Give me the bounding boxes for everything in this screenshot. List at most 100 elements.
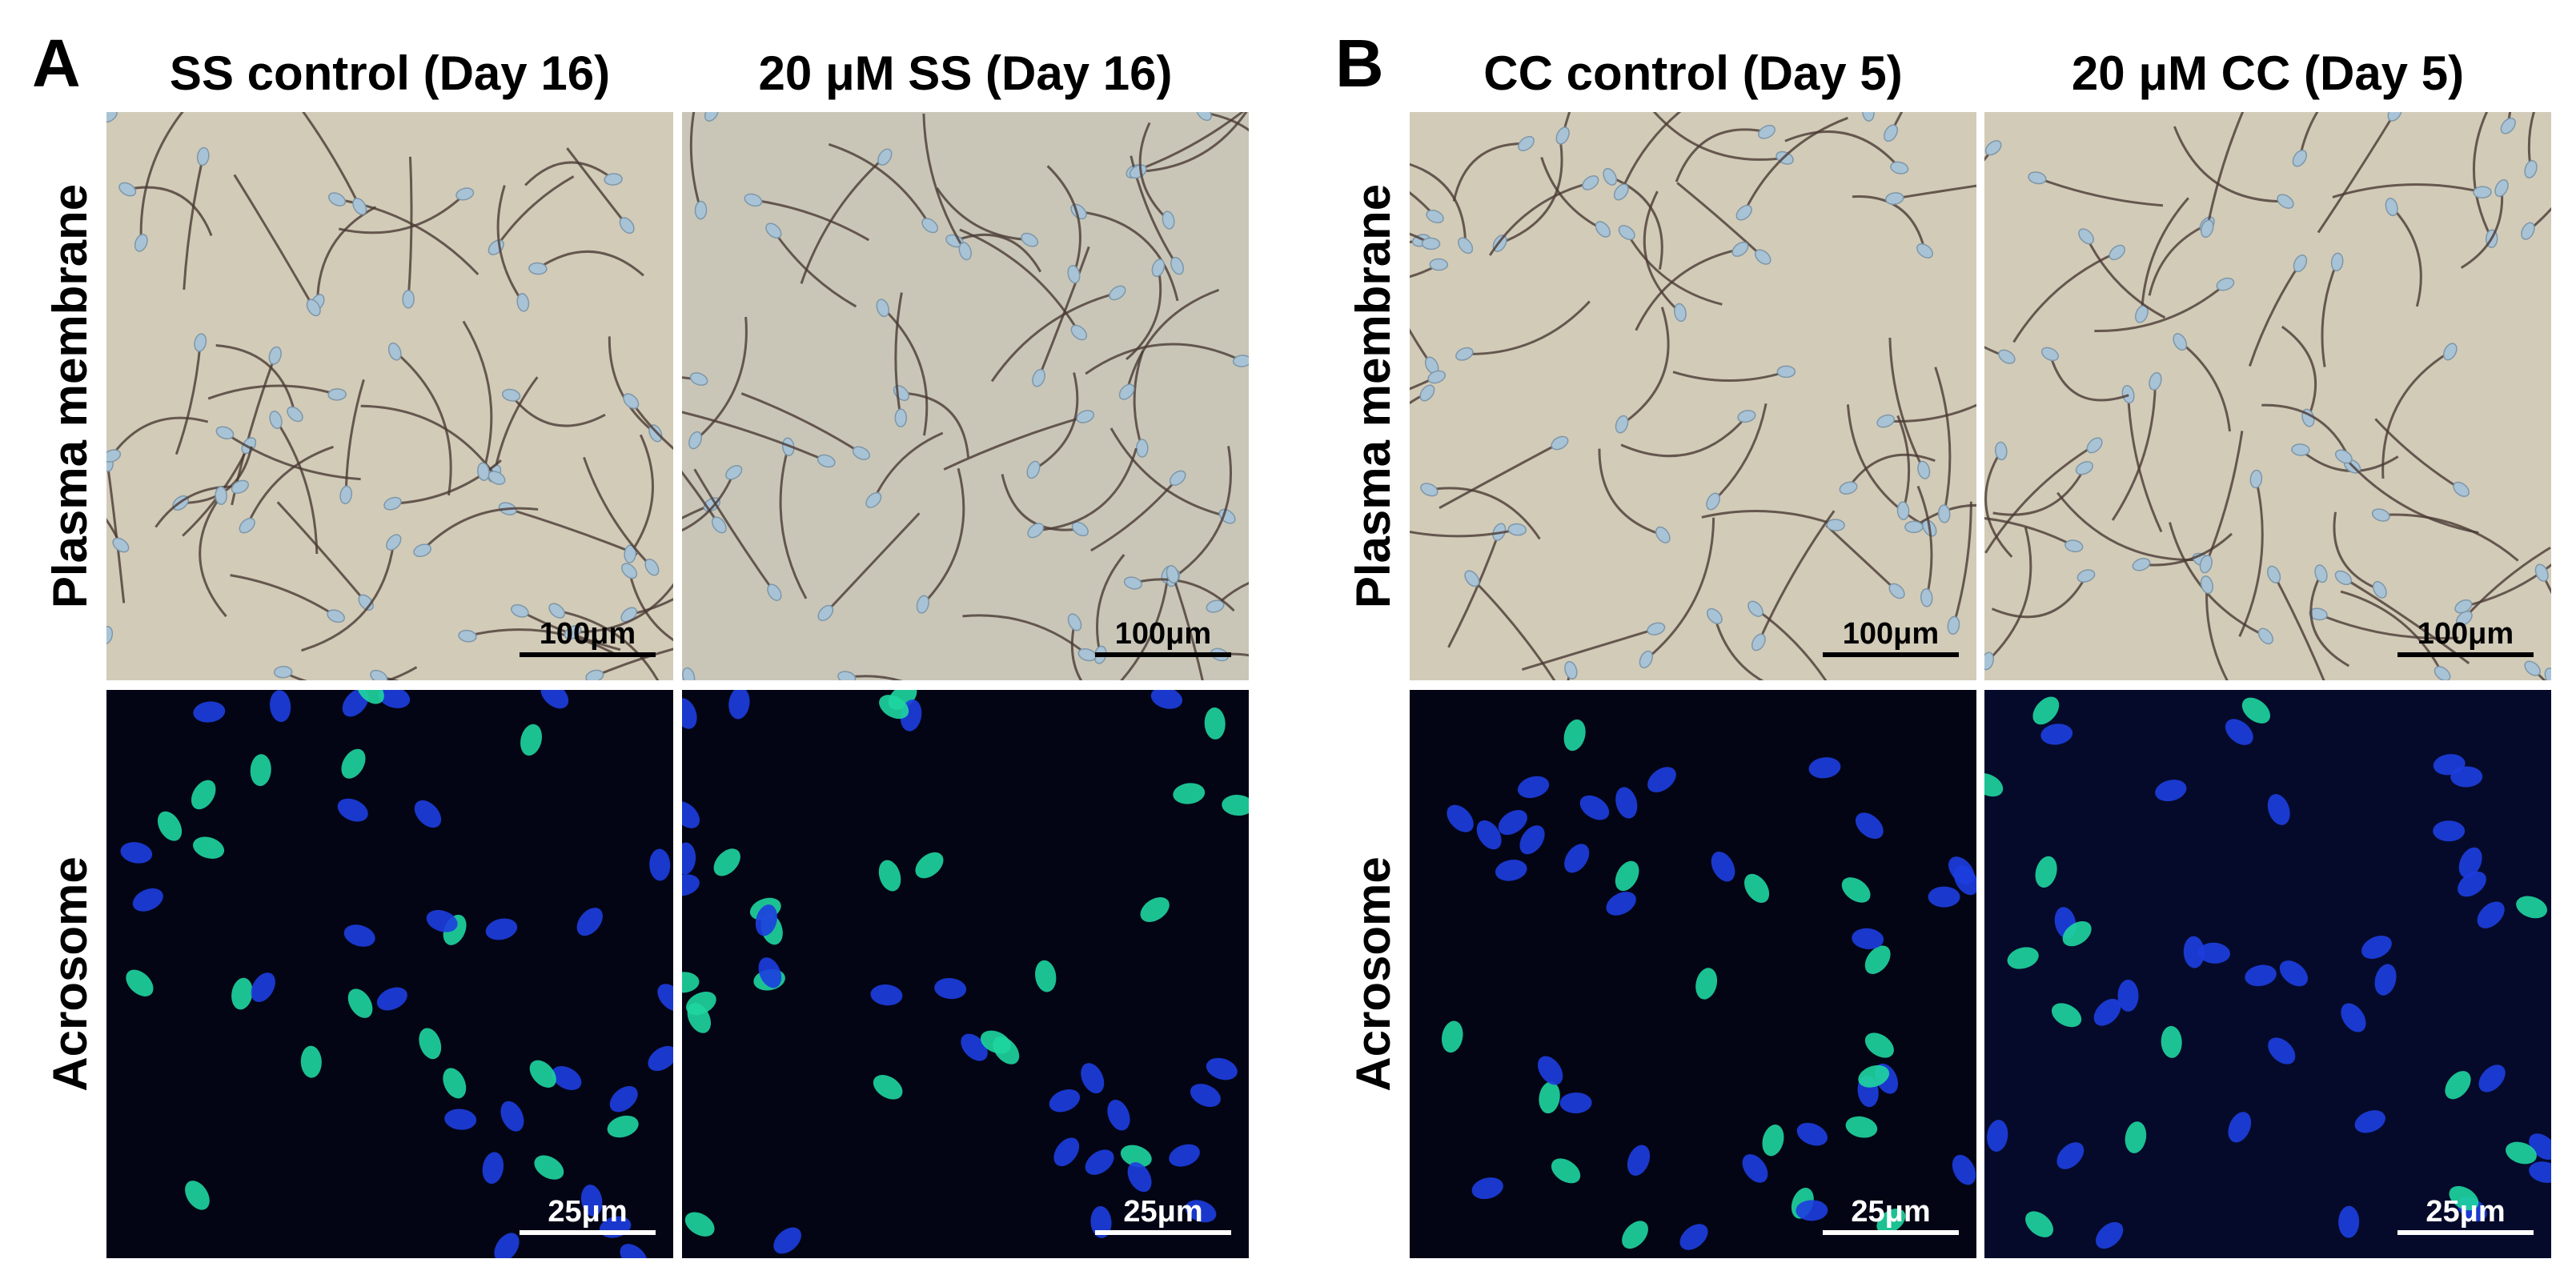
sperm-tail xyxy=(2374,418,2462,491)
sperm-head xyxy=(501,388,521,402)
sperm-tail xyxy=(2056,491,2201,561)
sperm-head xyxy=(1136,439,1149,458)
sperm-head xyxy=(2524,159,2538,178)
sperm-head xyxy=(1917,460,1931,479)
sperm-tail xyxy=(283,666,418,680)
sperm-head xyxy=(106,449,122,463)
sperm-tail xyxy=(1134,112,1245,173)
sperm-head xyxy=(231,977,253,1010)
sperm-tail xyxy=(524,161,615,186)
sperm-head xyxy=(376,987,407,1011)
sperm-tail xyxy=(1410,375,1438,391)
sperm-head xyxy=(1896,501,1910,520)
scale-bar-label: 25μm xyxy=(548,1195,627,1229)
sperm-head xyxy=(2076,569,2096,583)
sperm-head xyxy=(2443,343,2458,361)
sperm-head xyxy=(414,800,442,828)
sperm-head xyxy=(1639,650,1653,669)
sperm-tail xyxy=(1757,510,1836,644)
sperm-tail xyxy=(1499,142,1563,245)
sperm-tail xyxy=(1464,300,1591,355)
sperm-head xyxy=(649,848,671,881)
sperm-head xyxy=(1864,1032,1894,1058)
sperm-tail xyxy=(881,307,929,436)
sperm-tail xyxy=(2012,251,2118,343)
sperm-head xyxy=(1169,1144,1200,1167)
sperm-tail xyxy=(493,376,539,474)
sperm-tail xyxy=(572,583,673,634)
sperm-tail xyxy=(628,570,673,642)
sperm-head xyxy=(1476,820,1502,850)
image-background xyxy=(1410,690,1976,1258)
sperm-head xyxy=(328,192,347,206)
sperm-tail xyxy=(2205,584,2229,680)
sperm-head xyxy=(1655,526,1671,543)
sperm-head xyxy=(1674,303,1687,323)
sperm-head xyxy=(1998,349,2016,364)
sperm-tail xyxy=(682,376,700,381)
sperm-head xyxy=(2477,901,2505,928)
sperm-tail xyxy=(1452,142,1527,202)
sperm-tail xyxy=(2317,612,2459,639)
sperm-tail xyxy=(199,495,227,618)
sperm-head xyxy=(1518,776,1550,799)
sperm-head xyxy=(534,1155,564,1180)
sperm-tail xyxy=(106,462,126,603)
sperm-head xyxy=(2387,112,2402,122)
sperm-head xyxy=(1555,126,1570,145)
sperm-head xyxy=(2309,607,2328,621)
sperm-head xyxy=(341,748,366,779)
sperm-head xyxy=(607,1115,639,1138)
sperm-head xyxy=(1920,588,1933,607)
sperm-tail xyxy=(594,648,673,678)
sperm-tail xyxy=(139,112,184,243)
sperm-head xyxy=(1190,1084,1221,1107)
sperm-head xyxy=(251,972,275,1003)
sperm-head xyxy=(1742,1154,1768,1183)
sperm-tail xyxy=(2463,563,2551,608)
sperm-head xyxy=(1495,860,1527,881)
sperm-head xyxy=(1952,1154,1976,1185)
sperm-tail xyxy=(1896,415,1911,511)
sperm-tail xyxy=(921,467,965,606)
sperm-head xyxy=(682,842,696,875)
sperm-tail xyxy=(2381,351,2451,479)
sperm-tail xyxy=(2506,112,2512,126)
sperm-head xyxy=(1758,124,1776,139)
sperm-head xyxy=(1890,161,1909,174)
sperm-head xyxy=(876,299,890,318)
sperm-head xyxy=(1916,243,1934,259)
sperm-tail xyxy=(2141,532,2233,567)
sperm-tail xyxy=(496,185,524,303)
column-title: 20 μM SS (Day 16) xyxy=(759,46,1173,100)
sperm-tail xyxy=(1096,554,1125,656)
sperm-tail xyxy=(1619,112,1682,193)
sperm-head xyxy=(648,1045,673,1072)
sperm-tail xyxy=(800,156,886,284)
row-label: Acrosome xyxy=(1346,856,1400,1091)
sperm-head xyxy=(878,860,901,892)
sperm-tail xyxy=(2281,325,2317,419)
sperm-tail xyxy=(180,446,253,504)
micrograph xyxy=(106,112,673,680)
sperm-tail xyxy=(825,512,921,614)
sperm-head xyxy=(1455,347,1474,361)
sperm-head xyxy=(1808,757,1841,779)
sperm-head xyxy=(1421,237,1441,251)
sperm-tail xyxy=(1984,450,2013,558)
sperm-tail xyxy=(682,471,736,532)
micrograph xyxy=(1410,112,1976,680)
sperm-tail xyxy=(1635,247,1741,331)
sperm-head xyxy=(1471,1177,1503,1200)
sperm-head xyxy=(773,1227,801,1254)
sperm-head xyxy=(1420,483,1438,497)
sperm-tail xyxy=(630,400,673,451)
sperm-head xyxy=(2433,820,2466,842)
sperm-head xyxy=(2075,461,2094,475)
sperm-tail xyxy=(1438,442,1561,509)
sperm-head xyxy=(725,465,743,480)
sperm-tail xyxy=(1085,343,1243,375)
sperm-head xyxy=(728,690,750,720)
sperm-head xyxy=(339,485,353,505)
